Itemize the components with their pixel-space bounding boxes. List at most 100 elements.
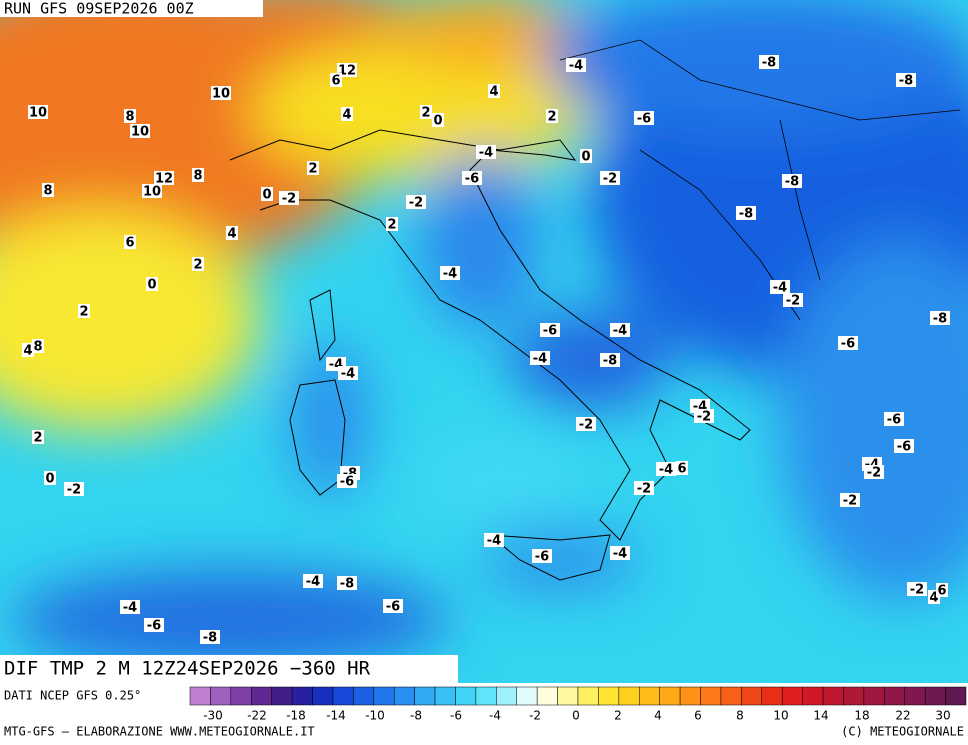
label-box — [656, 462, 676, 476]
colorbar-swatch — [924, 686, 946, 706]
label-box — [580, 149, 592, 163]
credit-text: MTG-GFS — ELABORAZIONE WWW.METEOGIORNALE… — [4, 725, 315, 739]
label-box — [936, 583, 948, 597]
colorbar-swatch — [312, 686, 334, 706]
label-box — [736, 206, 756, 220]
contour-label: 0 — [262, 188, 271, 203]
label-box — [676, 461, 688, 475]
contour-label: 0 — [147, 278, 156, 293]
label-box — [124, 109, 136, 123]
contour-label: -2 — [282, 192, 296, 207]
label-box — [770, 280, 790, 294]
contour-label: 2 — [308, 162, 317, 177]
label-box — [330, 73, 342, 87]
colorbar-label: 0 — [572, 709, 580, 723]
label-box — [782, 174, 802, 188]
colorbar-swatch — [271, 686, 293, 706]
label-box — [211, 86, 231, 100]
contour-label: -4 — [569, 59, 583, 74]
colorbar-swatch — [475, 686, 497, 706]
contour-label: 0 — [433, 114, 442, 129]
colorbar-swatch — [251, 686, 272, 706]
contour-label: -2 — [579, 418, 593, 433]
contour-label: 0 — [45, 472, 54, 487]
label-box — [488, 84, 500, 98]
label-box — [64, 482, 84, 496]
contour-label: -2 — [843, 494, 857, 509]
label-box — [32, 339, 44, 353]
contour-label: -4 — [479, 146, 493, 161]
colorbar-swatch — [434, 686, 456, 706]
colorbar-swatch — [414, 686, 436, 706]
label-box — [200, 630, 220, 644]
label-box — [22, 343, 34, 357]
label-box — [120, 600, 140, 614]
contour-label: 2 — [33, 431, 42, 446]
colorbar-swatch — [189, 686, 211, 706]
contour-label: -8 — [203, 631, 217, 646]
label-box — [546, 109, 558, 123]
label-box — [154, 171, 174, 185]
contour-label: 2 — [193, 258, 202, 273]
label-box — [44, 471, 56, 485]
corsica-coastline — [309, 289, 336, 362]
colorbar-swatch — [843, 686, 865, 706]
label-box — [907, 582, 927, 596]
colorbar-label: 22 — [895, 709, 910, 723]
contour-label: -6 — [340, 475, 354, 490]
label-box — [759, 55, 779, 69]
label-box — [303, 574, 323, 588]
label-box — [279, 191, 299, 205]
contour-label: -6 — [386, 600, 400, 615]
colorbar-label: 30 — [935, 709, 950, 723]
contour-label: -6 — [465, 172, 479, 187]
label-box — [226, 226, 238, 240]
contour-label: -2 — [409, 196, 423, 211]
contour-label: -4 — [487, 534, 501, 549]
contour-label: 6 — [125, 236, 134, 251]
contour-label: -8 — [340, 577, 354, 592]
contour-label: -2 — [637, 482, 651, 497]
label-box — [192, 257, 204, 271]
label-box — [600, 171, 620, 185]
contour-label: 6 — [937, 584, 946, 599]
colorbar-swatch — [761, 686, 783, 706]
colorbar-label: -6 — [450, 709, 462, 723]
contour-label: 8 — [43, 184, 52, 199]
product-box — [0, 655, 458, 683]
contour-label: 12 — [155, 172, 173, 187]
label-box — [146, 277, 158, 291]
contour-label: 2 — [79, 305, 88, 320]
contour-label: -8 — [762, 56, 776, 71]
label-box — [783, 293, 803, 307]
source-text: DATI NCEP GFS 0.25° — [4, 689, 141, 703]
contour-label: 10 — [212, 87, 230, 102]
contour-label: -6 — [147, 619, 161, 634]
colorbar-swatch — [741, 686, 763, 706]
colorbar-swatch — [455, 686, 477, 706]
colorbar-label: -30 — [203, 709, 223, 723]
contour-label: -2 — [697, 410, 711, 425]
label-box — [386, 217, 398, 231]
label-box — [341, 107, 353, 121]
label-box — [532, 549, 552, 563]
contour-label: -6 — [897, 440, 911, 455]
contour-label: -8 — [899, 74, 913, 89]
colorbar-label: -18 — [286, 709, 306, 723]
contour-label: -2 — [786, 294, 800, 309]
colorbar-swatch — [516, 686, 538, 706]
contour-label: -4 — [533, 352, 547, 367]
label-box — [32, 430, 44, 444]
contour-label: -4 — [443, 267, 457, 282]
label-box — [634, 111, 654, 125]
copyright-text: (C) METEOGIORNALE — [841, 725, 964, 739]
label-box — [337, 474, 357, 488]
colorbar-swatch — [230, 686, 252, 706]
colorbar-swatch — [353, 686, 375, 706]
contour-label: -4 — [613, 547, 627, 562]
label-box — [896, 73, 916, 87]
contour-label: 8 — [33, 340, 42, 355]
colorbar-swatch — [536, 686, 558, 706]
colorbar-swatch — [598, 686, 620, 706]
